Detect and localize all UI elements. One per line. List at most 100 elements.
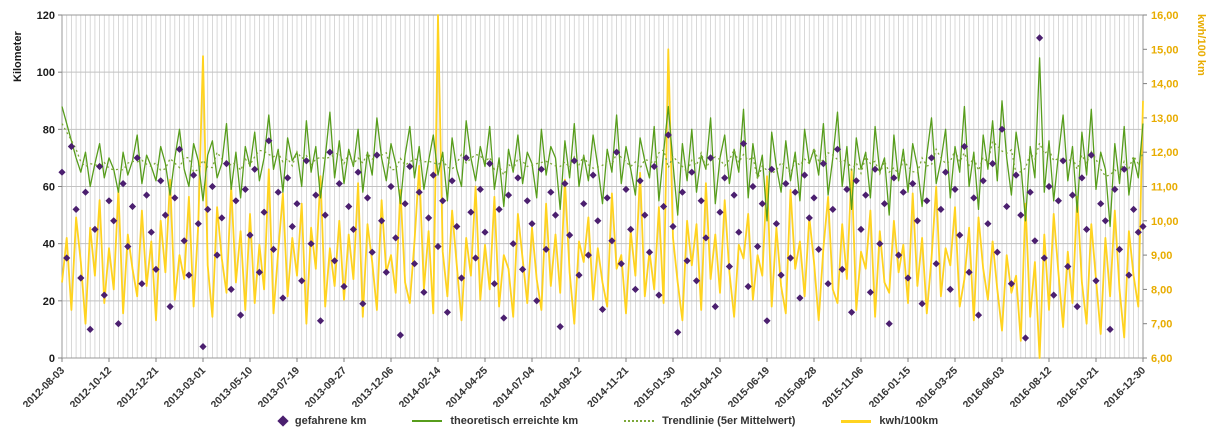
data-point-diamond xyxy=(349,225,357,233)
data-point-diamond xyxy=(1125,271,1133,279)
data-point-diamond xyxy=(199,343,207,351)
data-point-diamond xyxy=(208,182,216,191)
data-point-diamond xyxy=(1134,228,1142,236)
data-point-diamond xyxy=(622,185,630,193)
data-point-diamond xyxy=(105,197,113,205)
data-point-diamond xyxy=(1068,191,1077,199)
data-point-diamond xyxy=(368,248,376,256)
legend-label: Trendlinie (5er Mittelwert) xyxy=(662,415,796,427)
data-point-diamond xyxy=(956,231,964,239)
data-point-diamond xyxy=(852,177,860,185)
right-axis-title: kwh/100 km xyxy=(1195,14,1207,76)
data-point-diamond xyxy=(707,154,715,162)
data-point-diamond xyxy=(1003,202,1011,211)
data-point-diamond xyxy=(739,140,748,148)
data-point-diamond xyxy=(763,317,771,325)
data-point-diamond xyxy=(890,174,898,182)
data-point-diamond xyxy=(1115,245,1124,253)
data-point-diamond xyxy=(1106,325,1114,333)
diamond-marker-icon xyxy=(277,415,289,427)
data-point-diamond xyxy=(749,182,757,191)
data-point-diamond xyxy=(843,185,851,193)
data-point-diamond xyxy=(1012,171,1020,179)
x-tick-label: 2015-06-19 xyxy=(726,365,773,407)
right-axis-labels: 6,00 7,00 8,00 9,00 10,00 11,00 12,00 13,00 14,0… xyxy=(1143,10,1179,365)
data-point-diamond xyxy=(1073,302,1081,311)
x-tick-label: 2014-07-04 xyxy=(491,365,538,407)
right-tick-label: 11,00 xyxy=(1151,182,1178,194)
data-point-diamond xyxy=(805,214,813,222)
data-point-diamond xyxy=(429,171,437,179)
data-point-diamond xyxy=(570,157,578,165)
data-point-diamond xyxy=(119,180,127,188)
data-point-diamond xyxy=(382,268,390,276)
data-point-diamond xyxy=(133,154,141,162)
legend-item-kwh-100km: kwh/100km xyxy=(841,415,938,427)
data-point-diamond xyxy=(486,160,494,168)
data-point-diamond xyxy=(166,302,174,311)
right-tick-label: 7,00 xyxy=(1151,319,1172,331)
x-tick-label: 2015-08-28 xyxy=(773,365,820,407)
data-point-diamond xyxy=(302,157,310,165)
data-point-diamond xyxy=(989,160,997,168)
data-point-diamond xyxy=(415,188,423,196)
left-tick-label: 0 xyxy=(49,353,55,365)
data-point-diamond xyxy=(237,311,245,319)
data-point-diamond xyxy=(1139,222,1147,231)
legend-item-trendlinie-5er-mittelwert: Trendlinie (5er Mittelwert) xyxy=(624,415,795,427)
data-point-diamond xyxy=(1064,262,1072,271)
right-tick-label: 16,00 xyxy=(1151,10,1179,22)
data-point-diamond xyxy=(716,208,724,216)
x-tick-label: 2012-08-03 xyxy=(21,365,68,407)
data-point-diamond xyxy=(316,317,325,325)
right-tick-label: 8,00 xyxy=(1151,284,1172,296)
left-axis-labels: 0 20 40 60 80 100 120 xyxy=(37,10,62,365)
data-point-diamond xyxy=(185,271,193,279)
thick-line-icon xyxy=(841,419,872,423)
data-point-diamond xyxy=(735,228,743,236)
data-point-diamond xyxy=(824,280,832,288)
data-point-diamond xyxy=(782,180,790,188)
data-point-diamond xyxy=(584,251,592,259)
x-tick-label: 2013-12-06 xyxy=(350,365,397,407)
right-tick-label: 10,00 xyxy=(1151,216,1179,228)
data-point-diamond xyxy=(645,248,654,256)
data-point-diamond xyxy=(909,180,917,188)
right-tick-label: 12,00 xyxy=(1151,147,1179,159)
data-point-diamond xyxy=(1059,157,1067,165)
data-point-diamond xyxy=(373,151,381,159)
data-point-diamond xyxy=(547,188,555,196)
left-tick-label: 60 xyxy=(43,182,55,194)
legend-item-theoretisch-erreichte-km: theoretisch erreichte km xyxy=(412,415,578,427)
x-tick-label: 2016-10-21 xyxy=(1055,365,1102,407)
data-point-diamond xyxy=(1101,217,1109,225)
data-point-diamond xyxy=(246,231,254,239)
legend: gefahrene km theoretisch erreichte km Tren… xyxy=(0,407,1217,435)
data-point-diamond xyxy=(410,260,419,268)
data-point-diamond xyxy=(833,145,842,153)
x-tick-label: 2016-03-25 xyxy=(914,365,961,407)
right-tick-label: 9,00 xyxy=(1151,250,1172,262)
data-point-diamond xyxy=(942,168,950,176)
x-tick-label: 2015-11-06 xyxy=(820,365,866,407)
data-point-diamond xyxy=(730,191,738,199)
x-tick-label: 2016-01-15 xyxy=(867,365,914,407)
data-point-diamond xyxy=(467,208,475,216)
data-point-diamond xyxy=(147,228,155,236)
data-point-diamond xyxy=(255,268,263,276)
data-point-diamond xyxy=(114,320,122,328)
data-point-diamond xyxy=(335,180,343,188)
data-point-diamond xyxy=(354,168,362,176)
x-tick-label: 2014-09-12 xyxy=(538,365,585,407)
left-tick-label: 100 xyxy=(37,67,55,79)
legend-item-gefahrene-km: gefahrene km xyxy=(277,415,366,427)
data-point-diamond xyxy=(218,214,226,222)
data-point-diamond xyxy=(895,251,903,259)
data-point-diamond xyxy=(359,300,367,308)
data-point-diamond xyxy=(260,208,268,216)
data-point-diamond xyxy=(913,217,921,225)
data-point-diamond xyxy=(519,265,527,273)
data-point-diamond xyxy=(434,242,442,251)
data-point-diamond xyxy=(265,137,273,145)
